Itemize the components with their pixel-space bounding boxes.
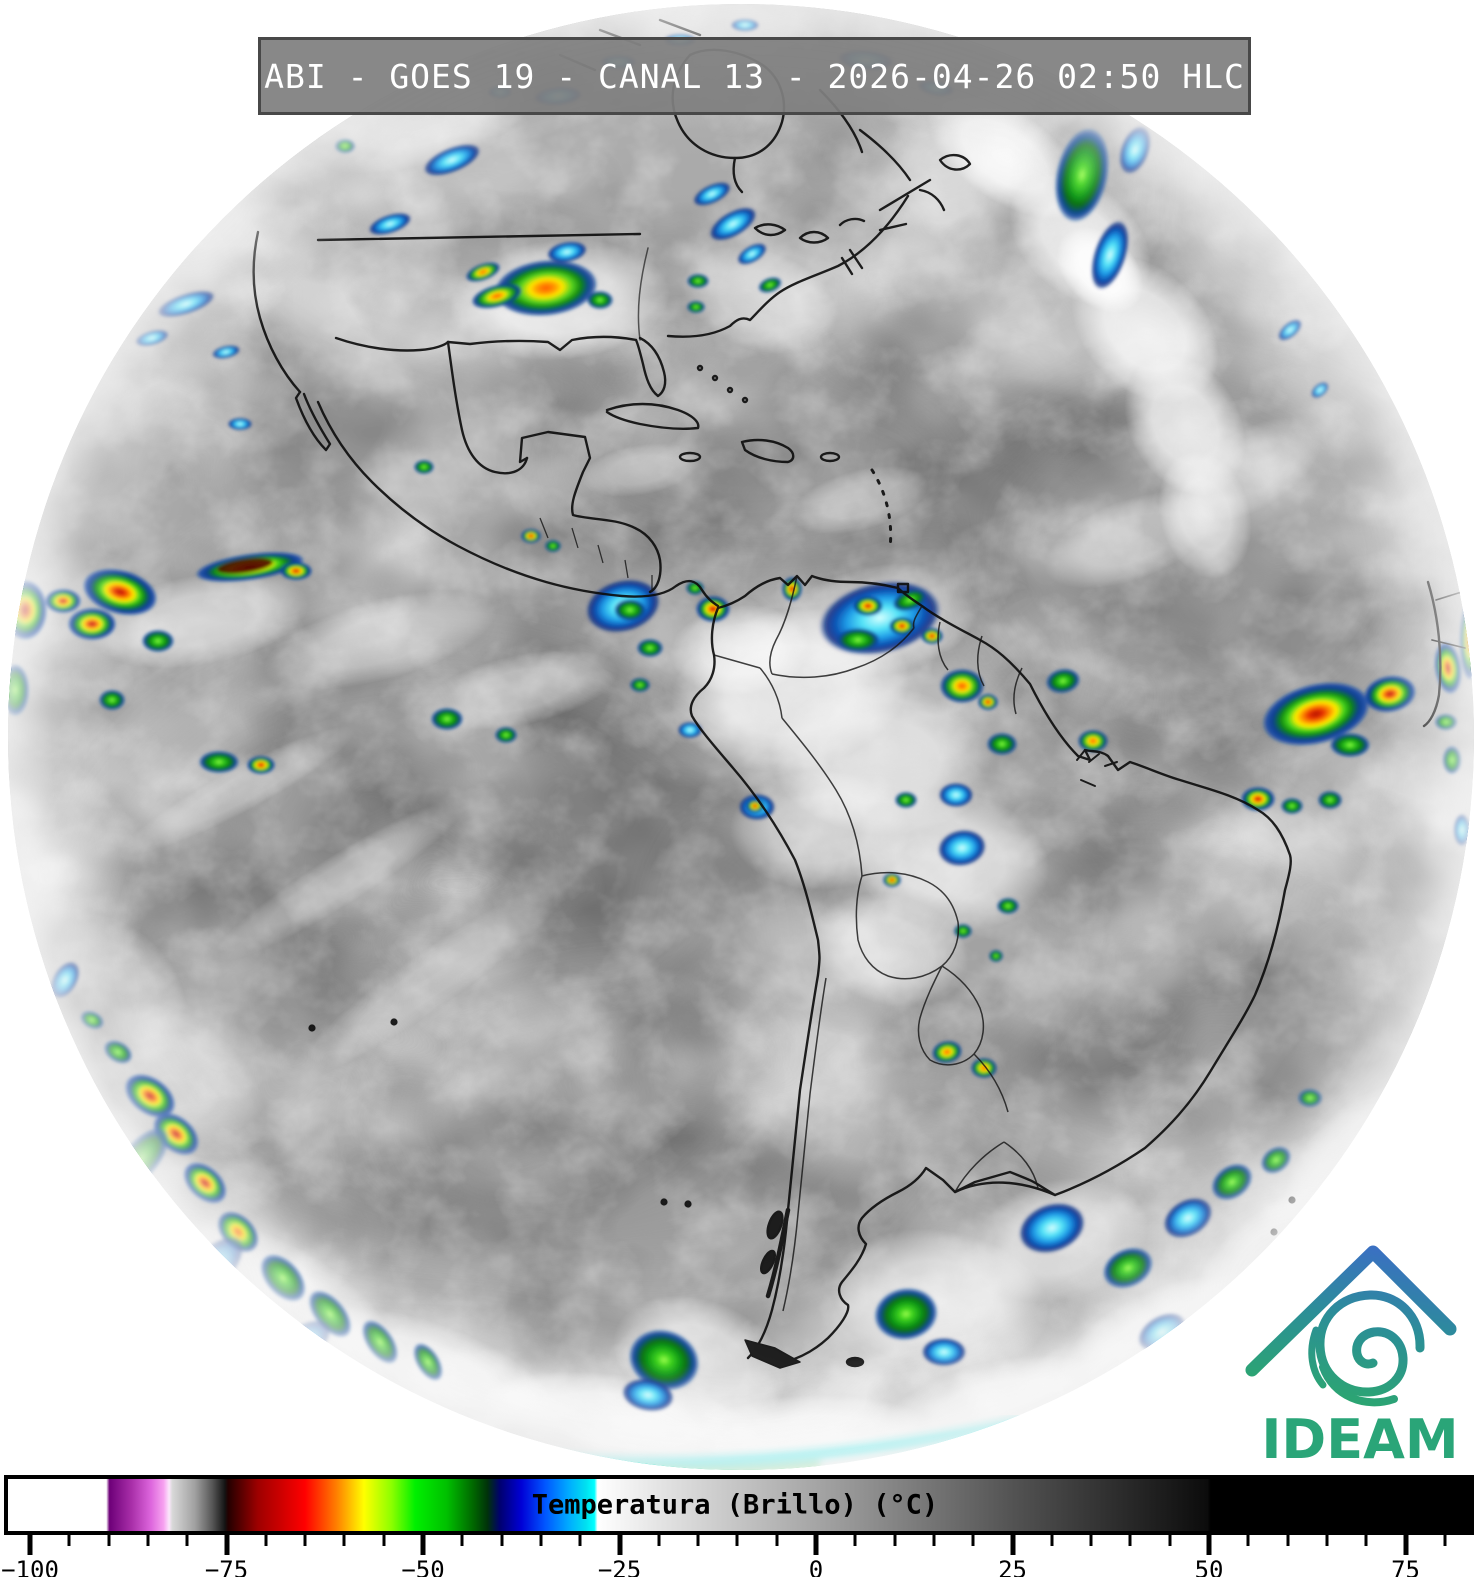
ideam-logo-text: IDEAM (1261, 1408, 1458, 1471)
colorbar-tick-label: 75 (1391, 1556, 1420, 1577)
colorbar-tick-label: −75 (204, 1556, 249, 1577)
colorbar-minor-tick (67, 1535, 71, 1546)
colorbar-minor-tick (853, 1535, 857, 1546)
colorbar-minor-tick (657, 1535, 661, 1546)
colorbar-major-tick (813, 1535, 819, 1555)
colorbar-minor-tick (1089, 1535, 1093, 1546)
colorbar-minor-tick (342, 1535, 346, 1546)
colorbar-title: Temperatura (Brillo) (°C) (531, 1489, 939, 1521)
colorbar-major-tick (1206, 1535, 1212, 1555)
colorbar-minor-tick (107, 1535, 111, 1546)
colorbar-major-tick (1403, 1535, 1409, 1555)
colorbar-minor-tick (460, 1535, 464, 1546)
ideam-spiral-arc2-icon (1308, 1326, 1327, 1389)
colorbar-tick-label: 50 (1194, 1556, 1224, 1577)
colorbar-minor-tick (775, 1535, 779, 1546)
colorbar-major-tick (617, 1535, 623, 1555)
colorbar-minor-tick (1325, 1535, 1329, 1546)
colorbar-tick-label: −100 (1, 1556, 59, 1577)
colorbar-minor-tick (303, 1535, 307, 1546)
colorbar-minor-tick (932, 1535, 936, 1546)
colorbar-major-tick (27, 1535, 33, 1555)
colorbar-major-tick (1010, 1535, 1016, 1555)
colorbar-minor-tick (1286, 1535, 1290, 1546)
colorbar-minor-tick (735, 1535, 739, 1546)
image-title: ABI - GOES 19 - CANAL 13 - 2026-04-26 02… (264, 56, 1245, 96)
ideam-spiral-arc-icon (1319, 1363, 1398, 1407)
colorbar-minor-tick (1168, 1535, 1172, 1546)
colorbar-minor-tick (264, 1535, 268, 1546)
ideam-logo: IDEAM (1245, 1245, 1459, 1471)
colorbar-minor-tick (1050, 1535, 1054, 1546)
colorbar-minor-tick (893, 1535, 897, 1546)
colorbar-minor-tick (185, 1535, 189, 1546)
colorbar-gradient: Temperatura (Brillo) (°C) (4, 1475, 1474, 1535)
colorbar-minor-tick (1128, 1535, 1132, 1546)
ideam-mountain-icon (1245, 1245, 1457, 1377)
earth-disk (8, 4, 1474, 1470)
colorbar-minor-tick (539, 1535, 543, 1546)
colorbar-minor-tick (382, 1535, 386, 1546)
colorbar-minor-tick (696, 1535, 700, 1546)
colorbar-tick-label: 0 (808, 1556, 824, 1577)
colorbar-major-tick (420, 1535, 426, 1555)
title-bar: ABI - GOES 19 - CANAL 13 - 2026-04-26 02… (258, 37, 1251, 115)
colorbar-minor-tick (1364, 1535, 1368, 1546)
colorbar-minor-tick (146, 1535, 150, 1546)
colorbar-tick-label: −25 (597, 1556, 642, 1577)
colorbar-minor-tick (500, 1535, 504, 1546)
colorbar-tick-label: −50 (401, 1556, 445, 1577)
limb-glow (8, 4, 1474, 1470)
colorbar-axis: −100 −75 −50 −25 0 25 50 75 (1, 1535, 1470, 1577)
colorbar-minor-tick (1246, 1535, 1250, 1546)
colorbar-minor-tick (971, 1535, 975, 1546)
ideam-hurricane-spiral-icon (1315, 1290, 1425, 1397)
colorbar-tick-label: 25 (998, 1556, 1027, 1577)
colorbar-major-tick (224, 1535, 229, 1555)
colorbar-minor-tick (1443, 1535, 1447, 1546)
colorbar-minor-tick (578, 1535, 582, 1546)
colorbar: Temperatura (Brillo) (°C) −100 −75 −50 −25 0… (0, 1472, 1481, 1577)
